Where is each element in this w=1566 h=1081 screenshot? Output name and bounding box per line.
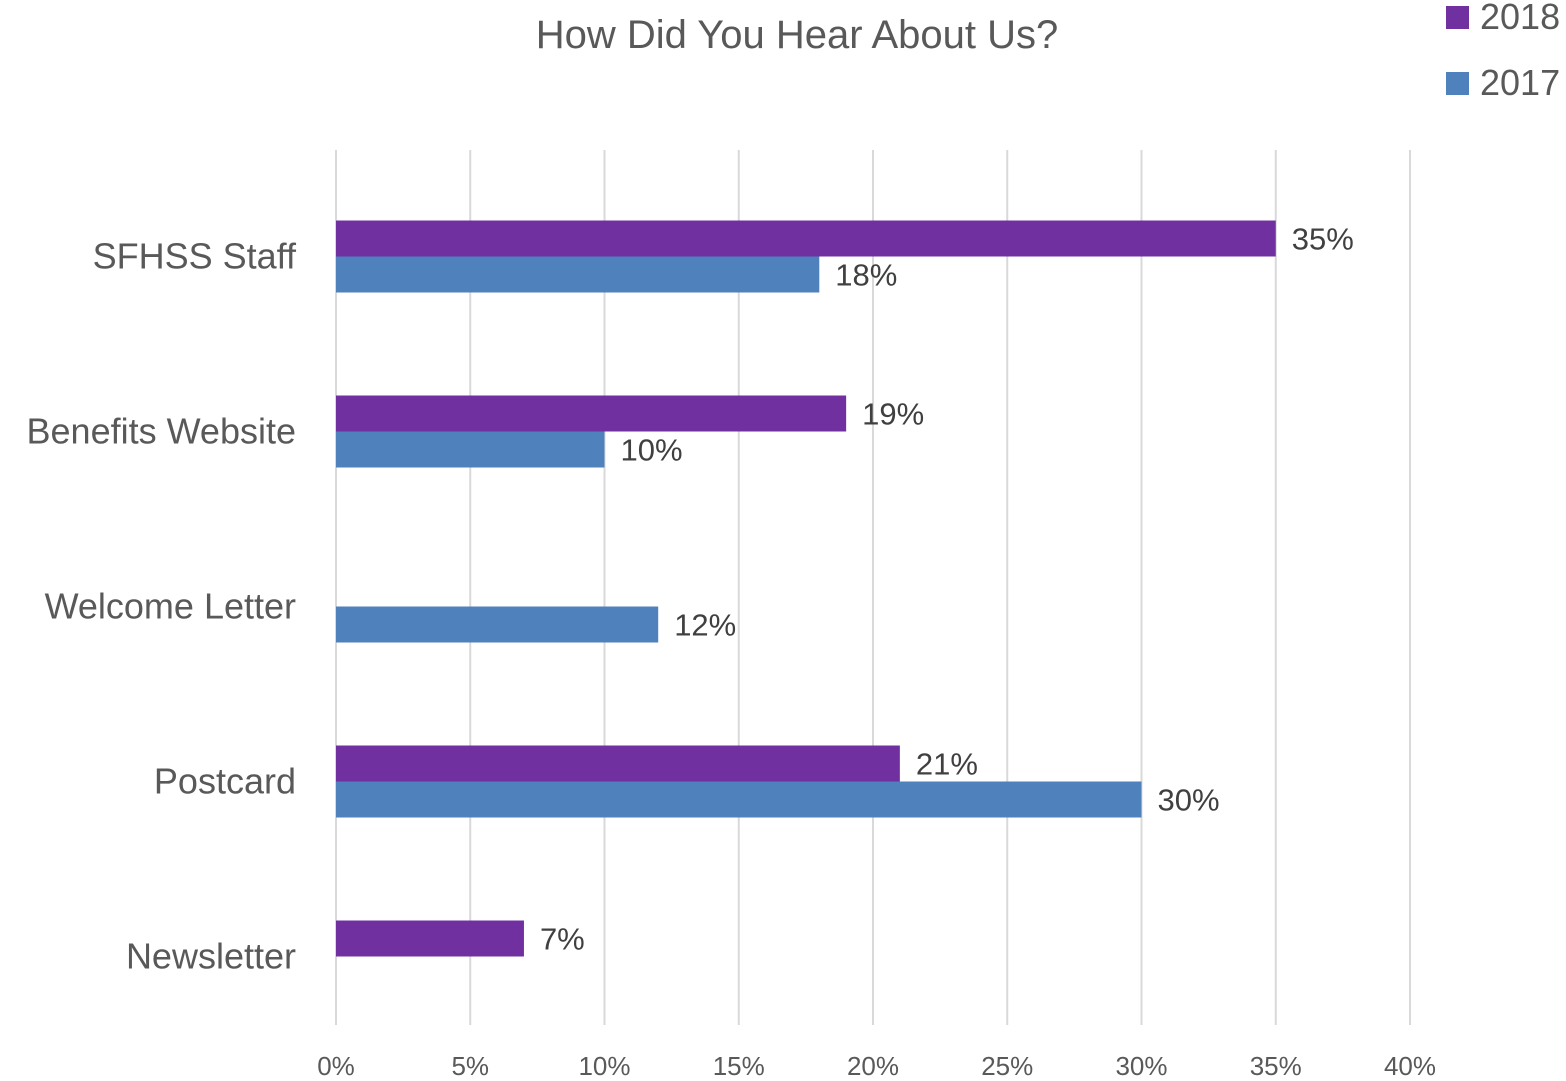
category-label: Newsletter <box>126 936 296 977</box>
data-label: 35% <box>1292 222 1354 257</box>
legend-label: 2018 <box>1480 0 1560 37</box>
bars <box>336 220 1276 957</box>
bar-2017 <box>336 431 605 468</box>
x-tick-label: 5% <box>451 1051 489 1081</box>
legend-swatch <box>1446 6 1469 29</box>
x-tick-labels: 0% 5% 10% 15% 20% 25% 30% 35% 40% <box>317 1051 1436 1081</box>
bar-2017 <box>336 606 659 643</box>
bar-2018 <box>336 920 524 957</box>
data-label: 7% <box>540 922 585 957</box>
data-label: 10% <box>621 433 683 468</box>
data-label: 18% <box>835 258 897 293</box>
data-label: 21% <box>916 747 978 782</box>
category-label: Benefits Website <box>27 411 296 452</box>
category-label: Welcome Letter <box>45 586 296 627</box>
data-label: 30% <box>1158 783 1220 818</box>
category-label: SFHSS Staff <box>93 236 297 277</box>
bar-2017 <box>336 781 1142 818</box>
category-label: Postcard <box>154 761 296 802</box>
category-labels: SFHSS Staff Benefits Website Welcome Lette… <box>27 236 297 977</box>
bar-2017 <box>336 256 820 293</box>
bar-2018 <box>336 395 847 432</box>
x-tick-label: 35% <box>1250 1051 1302 1081</box>
data-label: 12% <box>674 608 736 643</box>
bar-2018 <box>336 745 900 782</box>
x-tick-label: 25% <box>981 1051 1033 1081</box>
legend-swatch <box>1446 72 1469 95</box>
x-tick-label: 40% <box>1384 1051 1436 1081</box>
chart-title: How Did You Hear About Us? <box>536 13 1059 57</box>
data-labels: 35% 18% 19% 10% 12% 21% 30% 7% <box>540 222 1354 957</box>
gridlines <box>335 150 1411 1025</box>
x-tick-label: 20% <box>847 1051 899 1081</box>
x-tick-label: 10% <box>578 1051 630 1081</box>
legend-label: 2017 <box>1480 62 1560 103</box>
x-tick-label: 15% <box>713 1051 765 1081</box>
bar-2018 <box>336 220 1276 257</box>
x-tick-label: 0% <box>317 1051 355 1081</box>
data-label: 19% <box>862 397 924 432</box>
legend: 2018 2017 <box>1446 0 1560 103</box>
x-tick-label: 30% <box>1115 1051 1167 1081</box>
